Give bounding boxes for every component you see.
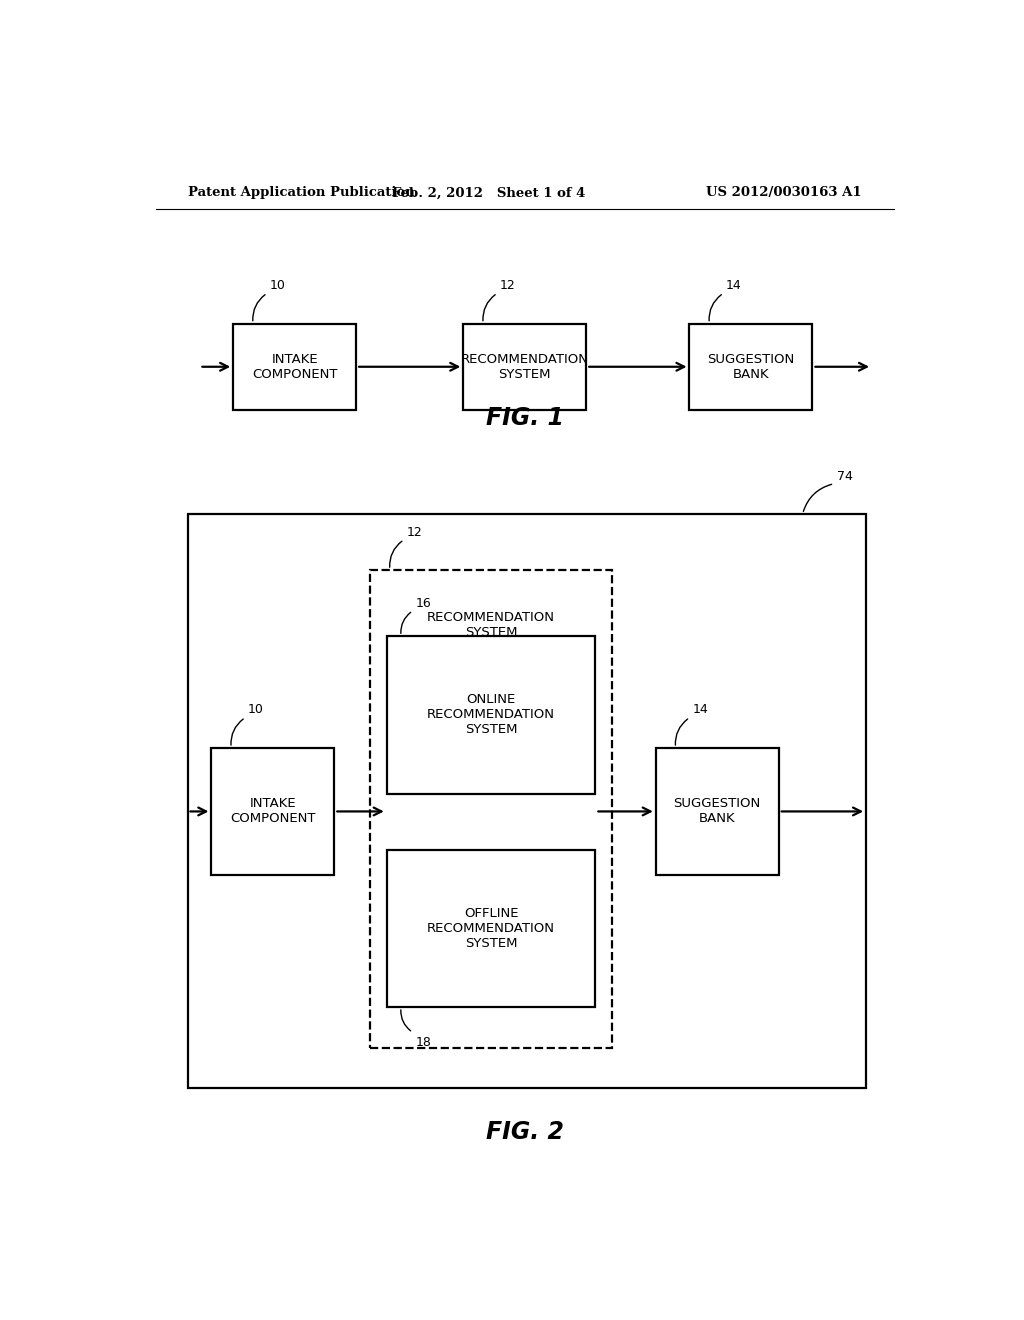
Text: INTAKE
COMPONENT: INTAKE COMPONENT [230, 797, 315, 825]
Text: 74: 74 [837, 470, 853, 483]
Bar [233, 323, 356, 411]
Text: 12: 12 [500, 279, 515, 292]
Text: FIG. 1: FIG. 1 [485, 405, 564, 429]
Text: SUGGESTION
BANK: SUGGESTION BANK [708, 352, 795, 380]
Text: ONLINE
RECOMMENDATION
SYSTEM: ONLINE RECOMMENDATION SYSTEM [427, 693, 555, 737]
Bar [370, 570, 612, 1048]
Text: Patent Application Publication: Patent Application Publication [187, 186, 415, 199]
Text: OFFLINE
RECOMMENDATION
SYSTEM: OFFLINE RECOMMENDATION SYSTEM [427, 907, 555, 950]
Text: 14: 14 [692, 704, 708, 717]
Text: 10: 10 [248, 704, 264, 717]
Text: 14: 14 [726, 279, 741, 292]
Text: US 2012/0030163 A1: US 2012/0030163 A1 [707, 186, 862, 199]
Bar [387, 636, 595, 793]
Text: 18: 18 [416, 1036, 431, 1048]
Bar [689, 323, 812, 411]
Bar [187, 515, 866, 1089]
Text: Feb. 2, 2012   Sheet 1 of 4: Feb. 2, 2012 Sheet 1 of 4 [392, 186, 586, 199]
Bar [655, 748, 779, 875]
Bar [463, 323, 587, 411]
Text: SUGGESTION
BANK: SUGGESTION BANK [674, 797, 761, 825]
Bar [387, 850, 595, 1007]
Text: 10: 10 [269, 279, 286, 292]
Text: RECOMMENDATION
SYSTEM: RECOMMENDATION SYSTEM [461, 352, 589, 380]
Text: 12: 12 [407, 525, 422, 539]
Text: 16: 16 [416, 597, 431, 610]
Text: FIG. 2: FIG. 2 [485, 1121, 564, 1144]
Bar [211, 748, 334, 875]
Text: RECOMMENDATION
SYSTEM: RECOMMENDATION SYSTEM [427, 611, 555, 639]
Text: INTAKE
COMPONENT: INTAKE COMPONENT [252, 352, 337, 380]
